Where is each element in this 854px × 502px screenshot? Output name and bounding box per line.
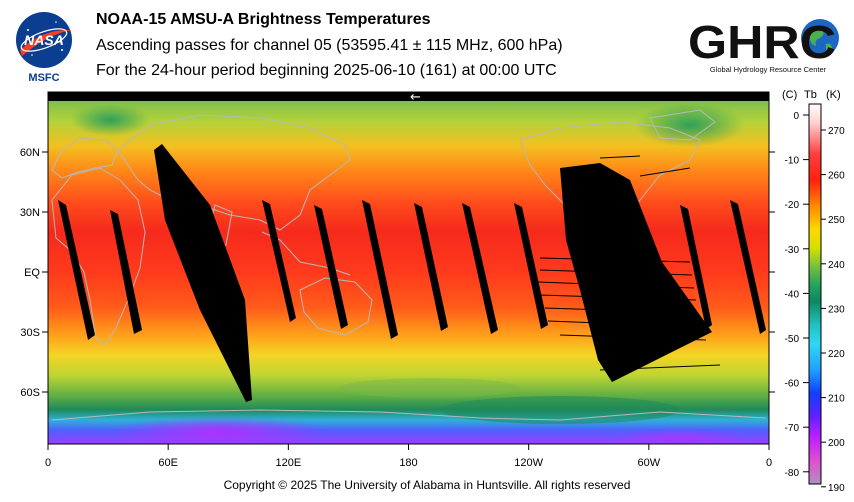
lon-label: 180: [399, 457, 417, 469]
nasa-wordmark: NASA: [24, 32, 64, 48]
swath-gap: [262, 200, 296, 322]
direction-arrow: ←: [410, 90, 421, 105]
arctic-green-patch-2: [70, 104, 150, 136]
lon-label: 120E: [275, 457, 301, 469]
lon-label: 60E: [158, 457, 178, 469]
green-southern-band-2: [340, 378, 520, 398]
kelvin-label: 250: [828, 215, 845, 226]
latitude-axis: 60N 30N EQ 30S 60S: [20, 147, 775, 399]
kelvin-label: 240: [828, 260, 845, 271]
map-title: NOAA-15 AMSU-A Brightness Temperatures: [96, 11, 431, 28]
swath-gap: [730, 200, 766, 334]
swath-gap: [680, 205, 712, 329]
celsius-label: -50: [785, 334, 800, 345]
scan-streaks: [537, 155, 721, 371]
lon-label: 0: [766, 457, 772, 469]
colorbar-unit-k: (K): [826, 89, 841, 101]
nasa-logo: NASA MSFC: [16, 12, 72, 84]
swath-gap: [314, 205, 348, 329]
lon-label: 120W: [514, 457, 543, 469]
colorbar-unit-c: (C): [782, 89, 797, 101]
msfc-label: MSFC: [28, 72, 59, 84]
swath-gap: [58, 200, 95, 340]
map-subtitle: Ascending passes for channel 05 (53595.4…: [96, 37, 563, 54]
kelvin-label: 230: [828, 304, 845, 315]
copyright-notice: Copyright © 2025 The University of Alaba…: [223, 478, 631, 492]
colorbar-unit-tb: Tb: [804, 89, 817, 101]
lat-label: 60S: [20, 387, 40, 399]
ghrc-logo: GHRC Global Hydrology Resource Center: [688, 16, 839, 74]
kelvin-label: 260: [828, 171, 845, 182]
antarctic-purple-patch-2: [610, 428, 750, 444]
celsius-label: -80: [785, 468, 800, 479]
green-southern-band: [440, 396, 680, 424]
colorbar-ticks: 0 -10 -20 -30 -40 -50 -60 -70 -80 270 260 250 240 230…: [785, 111, 846, 494]
celsius-label: -70: [785, 423, 800, 434]
ghrc-subtitle: Global Hydrology Resource Center: [710, 65, 827, 74]
lat-label: 30S: [20, 327, 40, 339]
arctic-green-patch: [635, 103, 745, 147]
antarctic-purple-patch: [110, 416, 330, 444]
celsius-label: -60: [785, 379, 800, 390]
kelvin-label: 270: [828, 126, 845, 137]
kelvin-label: 190: [828, 483, 845, 494]
swath-gap: [362, 200, 398, 339]
lat-label: 60N: [20, 147, 40, 159]
map-period: For the 24-hour period beginning 2025-06…: [96, 62, 557, 79]
lon-label: 60W: [638, 457, 661, 469]
kelvin-label: 210: [828, 394, 845, 405]
swath-gap: [110, 210, 142, 334]
colorbar: [808, 103, 822, 485]
swath-gap: [514, 203, 548, 329]
ghrc-wordmark: GHRC: [688, 16, 836, 68]
celsius-label: -40: [785, 289, 800, 300]
lat-label: EQ: [24, 267, 40, 279]
celsius-label: -10: [785, 156, 800, 167]
swath-gap: [462, 203, 498, 334]
kelvin-label: 200: [828, 438, 845, 449]
swath-gap: [414, 203, 448, 331]
lat-label: 30N: [20, 207, 40, 219]
kelvin-label: 220: [828, 349, 845, 360]
swath-gap: [154, 144, 252, 402]
longitude-axis: 0 60E 120E 180 120W 60W 0: [45, 92, 772, 469]
lon-label: 0: [45, 457, 51, 469]
celsius-label: -30: [785, 245, 800, 256]
celsius-label: 0: [793, 111, 799, 122]
swath-gap: [560, 163, 712, 382]
swath-gaps: [58, 144, 766, 402]
celsius-label: -20: [785, 200, 800, 211]
